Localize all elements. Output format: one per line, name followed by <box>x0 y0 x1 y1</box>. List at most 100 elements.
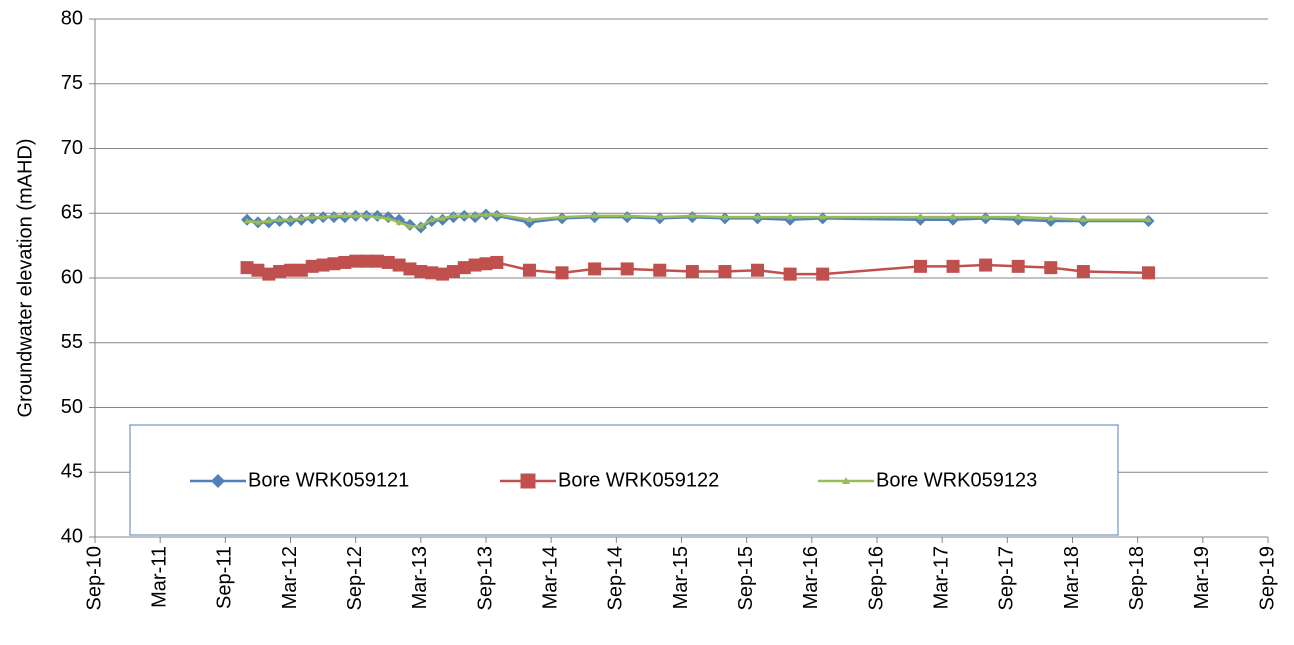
marker <box>385 215 392 221</box>
marker <box>1047 215 1054 221</box>
y-tick-label: 50 <box>61 396 83 418</box>
marker <box>287 216 294 223</box>
x-tick-label: Sep-16 <box>865 546 887 611</box>
marker <box>1011 259 1025 273</box>
x-tick-label: Sep-11 <box>214 546 236 609</box>
marker <box>294 263 308 277</box>
marker <box>620 262 634 276</box>
marker <box>406 223 414 229</box>
legend-box <box>129 424 1119 536</box>
marker <box>490 255 504 269</box>
marker <box>558 213 566 220</box>
marker <box>982 213 989 220</box>
marker <box>1080 216 1087 223</box>
marker <box>305 259 319 273</box>
marker <box>1044 261 1058 275</box>
marker <box>689 212 696 219</box>
marker <box>468 258 482 272</box>
marker <box>319 213 327 220</box>
marker <box>240 261 254 275</box>
x-tick-label: Mar-18 <box>1061 546 1083 609</box>
marker <box>395 219 403 225</box>
y-tick-label: 80 <box>61 7 83 29</box>
marker <box>482 211 490 217</box>
x-tick-label: Sep-18 <box>1126 546 1148 611</box>
marker <box>316 258 330 272</box>
marker <box>298 215 305 221</box>
marker <box>721 213 729 220</box>
y-tick-label: 40 <box>61 525 83 547</box>
marker <box>522 263 536 277</box>
marker <box>819 213 826 220</box>
marker <box>1142 266 1156 280</box>
marker <box>309 213 316 220</box>
x-tick-label: Sep-14 <box>605 546 627 611</box>
x-tick-label: Sep-13 <box>474 546 496 611</box>
marker <box>439 215 446 221</box>
marker <box>913 259 927 273</box>
marker <box>417 223 425 229</box>
marker <box>816 267 830 281</box>
y-tick-label: 65 <box>61 202 83 224</box>
marker <box>526 216 533 223</box>
legend-label: Bore WRK059121 <box>248 469 409 491</box>
marker <box>754 213 761 220</box>
marker <box>392 258 406 272</box>
marker <box>370 254 384 268</box>
x-tick-label: Sep-10 <box>83 546 105 611</box>
x-tick-label: Sep-19 <box>1256 546 1278 611</box>
legend-label: Bore WRK059123 <box>876 469 1037 491</box>
marker <box>949 213 957 220</box>
x-tick-label: Mar-19 <box>1191 546 1213 609</box>
marker <box>979 258 993 272</box>
marker <box>1145 216 1152 223</box>
marker <box>842 477 850 484</box>
marker <box>363 212 370 219</box>
marker <box>352 212 359 219</box>
x-tick-label: Mar-11 <box>148 546 170 608</box>
marker <box>457 261 471 275</box>
x-tick-label: Mar-16 <box>800 546 822 609</box>
marker <box>254 219 262 225</box>
marker <box>276 216 283 223</box>
marker <box>917 213 924 220</box>
x-tick-label: Mar-13 <box>409 546 431 609</box>
marker <box>360 254 374 268</box>
marker <box>446 265 460 279</box>
marker <box>946 259 960 273</box>
marker <box>349 254 363 268</box>
x-tick-label: Mar-17 <box>930 546 952 609</box>
marker <box>262 267 276 281</box>
marker <box>211 474 225 488</box>
y-tick-label: 70 <box>61 137 83 159</box>
marker <box>341 212 349 219</box>
marker <box>751 263 765 277</box>
x-tick-label: Mar-12 <box>279 546 301 609</box>
marker <box>251 263 265 277</box>
marker <box>555 266 569 280</box>
y-tick-label: 45 <box>61 461 83 483</box>
y-axis-title: Groundwater elevation (mAHD) <box>14 139 36 418</box>
marker <box>461 212 468 219</box>
x-tick-label: Sep-17 <box>996 546 1018 611</box>
marker <box>436 267 450 281</box>
marker <box>591 212 598 219</box>
marker <box>450 212 457 219</box>
marker <box>381 255 395 269</box>
marker <box>471 212 479 219</box>
x-tick-label: Mar-15 <box>670 546 692 609</box>
marker <box>520 473 536 489</box>
y-tick-label: 75 <box>61 72 83 94</box>
marker <box>374 213 381 220</box>
marker <box>1076 265 1090 279</box>
marker <box>493 211 501 217</box>
marker <box>656 213 663 220</box>
marker <box>623 212 631 219</box>
marker <box>273 265 287 279</box>
x-tick-label: Mar-14 <box>539 546 561 609</box>
marker <box>330 212 338 219</box>
marker <box>428 216 435 223</box>
marker <box>403 262 417 276</box>
marker <box>718 265 732 279</box>
